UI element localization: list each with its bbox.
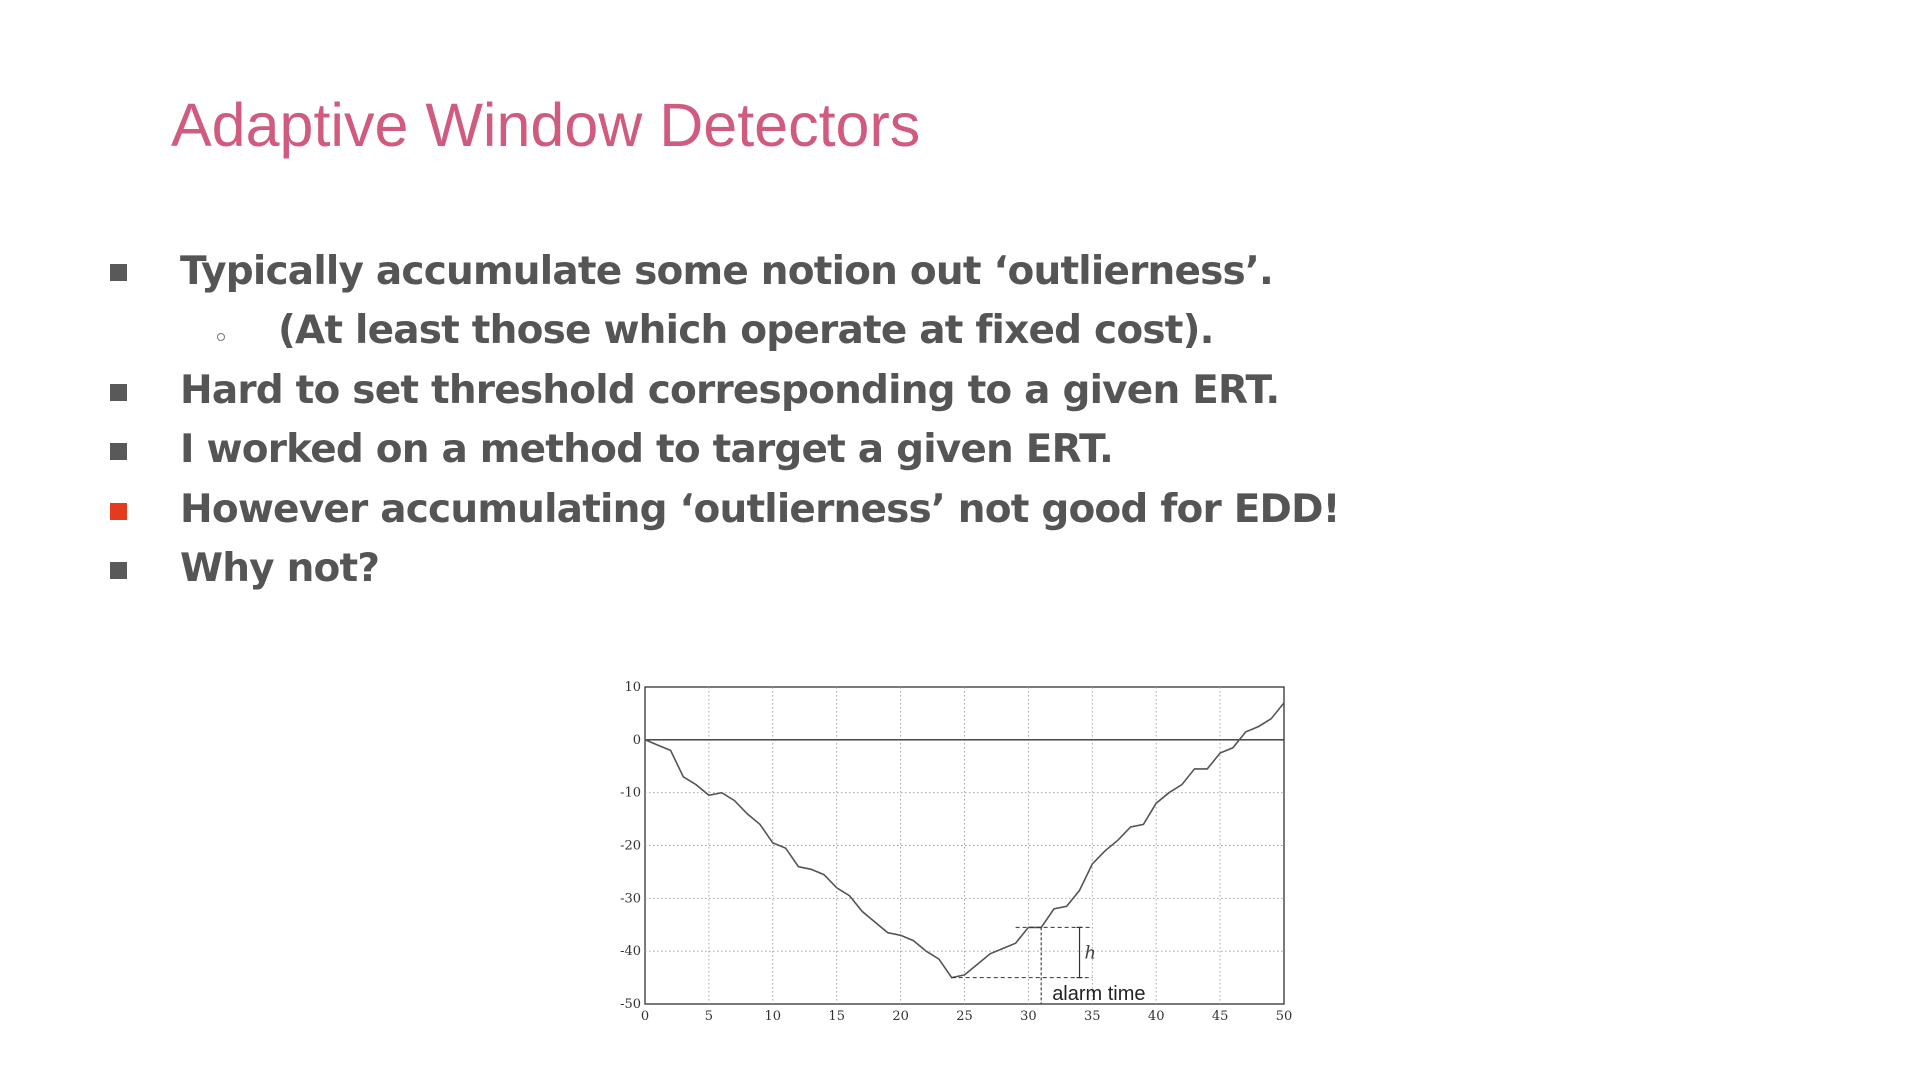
y-tick-label: -10: [620, 786, 641, 801]
sub-bullet-marker-icon: [217, 333, 225, 341]
bullet-item: Why not?: [180, 546, 380, 591]
bullet-item: I worked on a method to target a given E…: [180, 427, 1114, 472]
cusum-chart-svg: 0 5 10 15 20 25 30 35 40 45 50 10 0 -10 -20 -30 -40 -50 h…: [620, 680, 1292, 1024]
x-tick-label: 20: [892, 1009, 909, 1024]
bullet-item: Hard to set threshold corresponding to a…: [180, 368, 1280, 413]
x-tick-label: 45: [1212, 1009, 1229, 1024]
tick-layer: 0 5 10 15 20 25 30 35 40 45 50 10 0 -10 -20 -30 -40 -50: [620, 680, 1292, 1024]
x-tick-label: 25: [956, 1009, 973, 1024]
x-tick-label: 5: [705, 1009, 713, 1024]
x-tick-label: 15: [828, 1009, 845, 1024]
x-tick-label: 30: [1020, 1009, 1037, 1024]
threshold-h-label: h: [1085, 943, 1097, 964]
y-tick-label: 10: [624, 680, 641, 695]
slide-title: Adaptive Window Detectors: [171, 91, 921, 159]
series-layer: [644, 702, 1285, 979]
annotation-layer: h alarm time: [951, 926, 1146, 1005]
cusum-series-line: [644, 702, 1285, 979]
y-tick-label: -50: [620, 997, 641, 1012]
y-tick-label: -30: [620, 891, 641, 906]
bullet-marker-highlight-icon: [110, 503, 127, 520]
x-tick-label: 35: [1084, 1009, 1101, 1024]
bullet-item: However accumulating ‘outlierness’ not g…: [180, 487, 1340, 532]
bullet-marker-icon: [110, 264, 127, 281]
y-tick-label: 0: [633, 733, 641, 748]
alarm-time-label: alarm time: [1052, 983, 1145, 1005]
bullet-marker-icon: [110, 443, 127, 460]
y-tick-label: -20: [620, 839, 641, 854]
x-tick-label: 50: [1276, 1009, 1293, 1024]
bullet-item: Typically accumulate some notion out ‘ou…: [180, 249, 1274, 294]
bullet-marker-icon: [110, 384, 127, 401]
cusum-chart: 0 5 10 15 20 25 30 35 40 45 50 10 0 -10 -20 -30 -40 -50 h…: [600, 670, 1300, 1030]
y-tick-label: -40: [620, 944, 641, 959]
x-tick-label: 40: [1148, 1009, 1165, 1024]
grid-layer: [645, 687, 1284, 1004]
sub-bullet-item: (At least those which operate at fixed c…: [278, 308, 1214, 353]
x-tick-label: 0: [641, 1009, 649, 1024]
bullet-marker-icon: [110, 562, 127, 579]
x-tick-label: 10: [765, 1009, 782, 1024]
